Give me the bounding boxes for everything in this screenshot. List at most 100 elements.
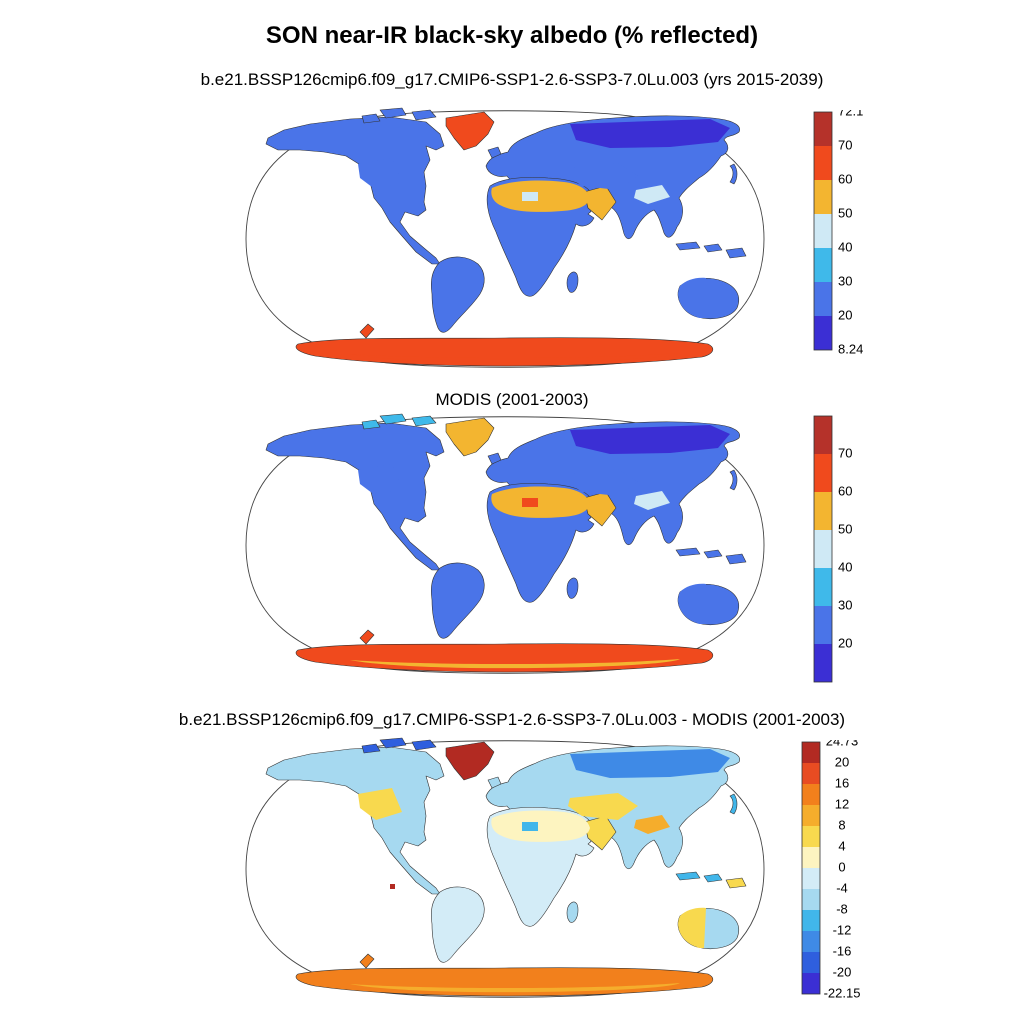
colorbar-segment bbox=[814, 248, 832, 282]
page-title: SON near-IR black-sky albedo (% reflecte… bbox=[265, 22, 759, 49]
panel1-subtitle: b.e21.BSSP126cmip6.f09_g17.CMIP6-SSP1-2.… bbox=[200, 70, 824, 89]
colorbar-segment bbox=[814, 146, 832, 180]
patch-sahara bbox=[491, 486, 590, 518]
region-north-america bbox=[265, 116, 445, 265]
patch-sahara-spot bbox=[522, 192, 538, 201]
region-japan bbox=[729, 469, 738, 491]
colorbar-tick-label: 60 bbox=[838, 171, 852, 186]
region-indonesia bbox=[675, 547, 723, 559]
albedo-map-modis-svg bbox=[245, 413, 765, 674]
colorbar-segment bbox=[814, 112, 832, 146]
colorbar-segment bbox=[814, 214, 832, 248]
colorbar-tick-label: 50 bbox=[838, 205, 852, 220]
patch-australia-west bbox=[678, 583, 706, 624]
colorbar-segment bbox=[802, 805, 820, 826]
patch-red-dot bbox=[390, 884, 395, 889]
region-indonesia bbox=[675, 241, 723, 253]
colorbar-tick-label: 50 bbox=[838, 521, 852, 536]
region-greenland bbox=[445, 741, 495, 781]
albedo-map-model-svg bbox=[245, 107, 765, 368]
colorbar-segment bbox=[814, 492, 832, 530]
region-madagascar bbox=[566, 271, 579, 293]
colorbar-tick-label: 12 bbox=[835, 796, 849, 811]
colorbar-segment bbox=[814, 644, 832, 682]
colorbar-tick-label: 8.24 bbox=[838, 341, 863, 356]
colorbar-segment bbox=[814, 454, 832, 492]
colorbar-tick-label: -8 bbox=[836, 901, 848, 916]
region-new-guinea bbox=[725, 877, 747, 889]
panel3-subtitle: b.e21.BSSP126cmip6.f09_g17.CMIP6-SSP1-2.… bbox=[178, 710, 846, 729]
colorbar-segment bbox=[802, 889, 820, 910]
colorbar-tick-label: 20 bbox=[835, 754, 849, 769]
colorbar-tick-label: 40 bbox=[838, 559, 852, 574]
region-south-america bbox=[430, 886, 485, 963]
albedo-colorbar-model-svg: 72.1 70 60 50 40 30 20 8.24 bbox=[813, 110, 863, 356]
colorbar-segment bbox=[814, 568, 832, 606]
region-madagascar bbox=[566, 577, 579, 599]
albedo-diff-map-svg bbox=[245, 737, 765, 998]
colorbar-segment bbox=[802, 868, 820, 889]
colorbar-tick-label: 24.73 bbox=[826, 740, 859, 748]
colorbar-tick-label: 16 bbox=[835, 775, 849, 790]
colorbar-segment bbox=[814, 606, 832, 644]
albedo-colorbar-modis-svg: 70 60 50 40 30 20 bbox=[813, 415, 852, 683]
diff-colorbar-svg: 24.73 20 16 12 8 4 0 -4 -8 -12 -16 -20 -… bbox=[801, 740, 860, 1000]
albedo-map-modis bbox=[240, 412, 770, 678]
colorbar-tick-label: 20 bbox=[838, 635, 852, 650]
albedo-colorbar-model: 72.1 70 60 50 40 30 20 8.24 bbox=[812, 110, 874, 360]
colorbar-frame bbox=[801, 741, 821, 995]
colorbar-tick-label: 70 bbox=[838, 445, 852, 460]
region-south-america bbox=[430, 562, 485, 639]
region-japan bbox=[729, 163, 738, 185]
region-north-america bbox=[265, 422, 445, 571]
colorbar-segment bbox=[802, 910, 820, 931]
colorbar-segment bbox=[814, 316, 832, 350]
patch-australia-west bbox=[678, 277, 706, 318]
colorbar-segment bbox=[802, 763, 820, 784]
colorbar-tick-label: 4 bbox=[838, 838, 845, 853]
colorbar-segment bbox=[802, 847, 820, 868]
region-south-america bbox=[430, 256, 485, 333]
colorbar-tick-label: 60 bbox=[838, 483, 852, 498]
region-greenland bbox=[445, 417, 495, 457]
patch-sahara-spot bbox=[522, 822, 538, 831]
albedo-diff-map bbox=[240, 736, 770, 1002]
colorbar-tick-label: 0 bbox=[838, 859, 845, 874]
region-north-america bbox=[265, 746, 445, 895]
albedo-map-model bbox=[240, 106, 770, 372]
region-new-guinea bbox=[725, 553, 747, 565]
colorbar-tick-label: -16 bbox=[833, 943, 852, 958]
colorbar-tick-label: -20 bbox=[833, 964, 852, 979]
colorbar-tick-label: -4 bbox=[836, 880, 848, 895]
patch-sahara bbox=[491, 180, 590, 212]
colorbar-segment bbox=[802, 742, 820, 763]
panel2-subtitle: MODIS (2001-2003) bbox=[435, 390, 589, 409]
region-japan bbox=[729, 793, 738, 815]
colorbar-tick-label: 40 bbox=[838, 239, 852, 254]
patch-red-dot bbox=[390, 560, 395, 565]
region-greenland bbox=[445, 111, 495, 151]
colorbar-segment bbox=[814, 416, 832, 454]
colorbar-segment bbox=[814, 530, 832, 568]
colorbar-tick-label: 8 bbox=[838, 817, 845, 832]
patch-sahara bbox=[491, 810, 590, 842]
colorbar-frame bbox=[813, 415, 833, 683]
colorbar-segment bbox=[814, 282, 832, 316]
colorbar-tick-label: 20 bbox=[838, 307, 852, 322]
colorbar-tick-label: 70 bbox=[838, 137, 852, 152]
colorbar-segment bbox=[802, 931, 820, 952]
patch-australia-west bbox=[678, 907, 706, 948]
colorbar-tick-label: 30 bbox=[838, 597, 852, 612]
colorbar-frame bbox=[813, 111, 833, 351]
colorbar-tick-label: -12 bbox=[833, 922, 852, 937]
colorbar-segment bbox=[802, 952, 820, 973]
colorbar-segment bbox=[802, 784, 820, 805]
colorbar-tick-label: 72.1 bbox=[838, 110, 863, 118]
diff-colorbar: 24.73 20 16 12 8 4 0 -4 -8 -12 -16 -20 -… bbox=[800, 740, 874, 1002]
region-indonesia bbox=[675, 871, 723, 883]
patch-red-dot bbox=[390, 254, 395, 259]
colorbar-segment bbox=[814, 180, 832, 214]
colorbar-segment bbox=[802, 826, 820, 847]
region-new-guinea bbox=[725, 247, 747, 259]
